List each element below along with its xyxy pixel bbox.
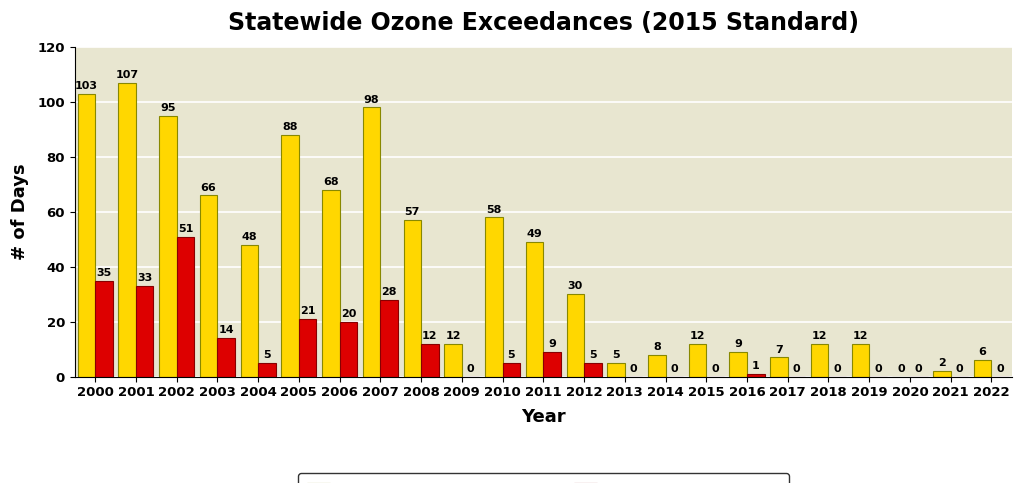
Bar (95, 281, 113, 377)
Bar (159, 115, 177, 377)
Bar (258, 363, 275, 377)
Text: 103: 103 (75, 81, 98, 91)
Text: 0: 0 (630, 364, 637, 374)
Text: 12: 12 (422, 331, 437, 341)
Text: 7: 7 (775, 345, 783, 355)
Bar (748, 374, 765, 377)
Bar (607, 363, 625, 377)
Text: 14: 14 (218, 326, 233, 336)
Text: 88: 88 (283, 122, 298, 132)
Legend: Orange and Above Days, Red and Above Days: Orange and Above Days, Red and Above Day… (298, 473, 788, 483)
Bar (566, 294, 584, 377)
Text: 12: 12 (690, 331, 706, 341)
Text: 5: 5 (508, 350, 515, 360)
X-axis label: Year: Year (521, 408, 565, 426)
Text: 0: 0 (874, 364, 882, 374)
Text: 1: 1 (752, 361, 760, 371)
Bar (323, 190, 340, 377)
Bar (200, 195, 217, 377)
Bar (933, 371, 950, 377)
Text: 0: 0 (467, 364, 474, 374)
Text: 107: 107 (116, 70, 138, 80)
Bar (729, 352, 748, 377)
Text: 9: 9 (734, 339, 742, 349)
Bar (525, 242, 544, 377)
Text: 0: 0 (834, 364, 841, 374)
Text: 33: 33 (137, 273, 153, 283)
Text: 95: 95 (160, 103, 176, 113)
Bar (380, 300, 398, 377)
Bar (811, 344, 828, 377)
Bar (299, 319, 316, 377)
Text: 35: 35 (96, 268, 112, 278)
Bar (974, 360, 991, 377)
Text: 0: 0 (996, 364, 1005, 374)
Text: 21: 21 (300, 306, 315, 316)
Bar (544, 352, 561, 377)
Text: 12: 12 (812, 331, 827, 341)
Bar (282, 135, 299, 377)
Bar (648, 355, 666, 377)
Text: 5: 5 (612, 350, 620, 360)
Bar (584, 363, 602, 377)
Text: 12: 12 (853, 331, 868, 341)
Bar (362, 107, 380, 377)
Bar (241, 245, 258, 377)
Text: 58: 58 (486, 204, 502, 214)
Bar (444, 344, 462, 377)
Text: 49: 49 (526, 229, 543, 239)
Bar (177, 237, 195, 377)
Bar (119, 83, 136, 377)
Text: 0: 0 (712, 364, 719, 374)
Text: 0: 0 (793, 364, 801, 374)
Bar (403, 220, 421, 377)
Text: 9: 9 (548, 339, 556, 349)
Title: Statewide Ozone Exceedances (2015 Standard): Statewide Ozone Exceedances (2015 Standa… (227, 11, 859, 35)
Text: 6: 6 (979, 347, 986, 357)
Text: 48: 48 (242, 232, 257, 242)
Text: 20: 20 (341, 309, 356, 319)
Bar (485, 217, 503, 377)
Bar (421, 344, 438, 377)
Text: 0: 0 (671, 364, 678, 374)
Text: 2: 2 (938, 358, 946, 369)
Text: 57: 57 (404, 207, 420, 217)
Text: 5: 5 (263, 350, 270, 360)
Bar (340, 322, 357, 377)
Bar (770, 357, 787, 377)
Bar (689, 344, 707, 377)
Bar (217, 338, 234, 377)
Text: 30: 30 (567, 282, 583, 292)
Text: 0: 0 (914, 364, 923, 374)
Text: 51: 51 (178, 224, 194, 234)
Text: 5: 5 (589, 350, 597, 360)
Bar (503, 363, 520, 377)
Text: 0: 0 (897, 364, 905, 374)
Text: 68: 68 (323, 177, 339, 187)
Text: 28: 28 (381, 287, 397, 297)
Text: 8: 8 (653, 342, 660, 352)
Bar (852, 344, 869, 377)
Text: 0: 0 (955, 364, 964, 374)
Bar (78, 94, 95, 377)
Text: 66: 66 (201, 183, 216, 193)
Bar (136, 286, 154, 377)
Text: 98: 98 (364, 95, 379, 104)
Text: 12: 12 (445, 331, 461, 341)
Y-axis label: # of Days: # of Days (11, 163, 29, 260)
